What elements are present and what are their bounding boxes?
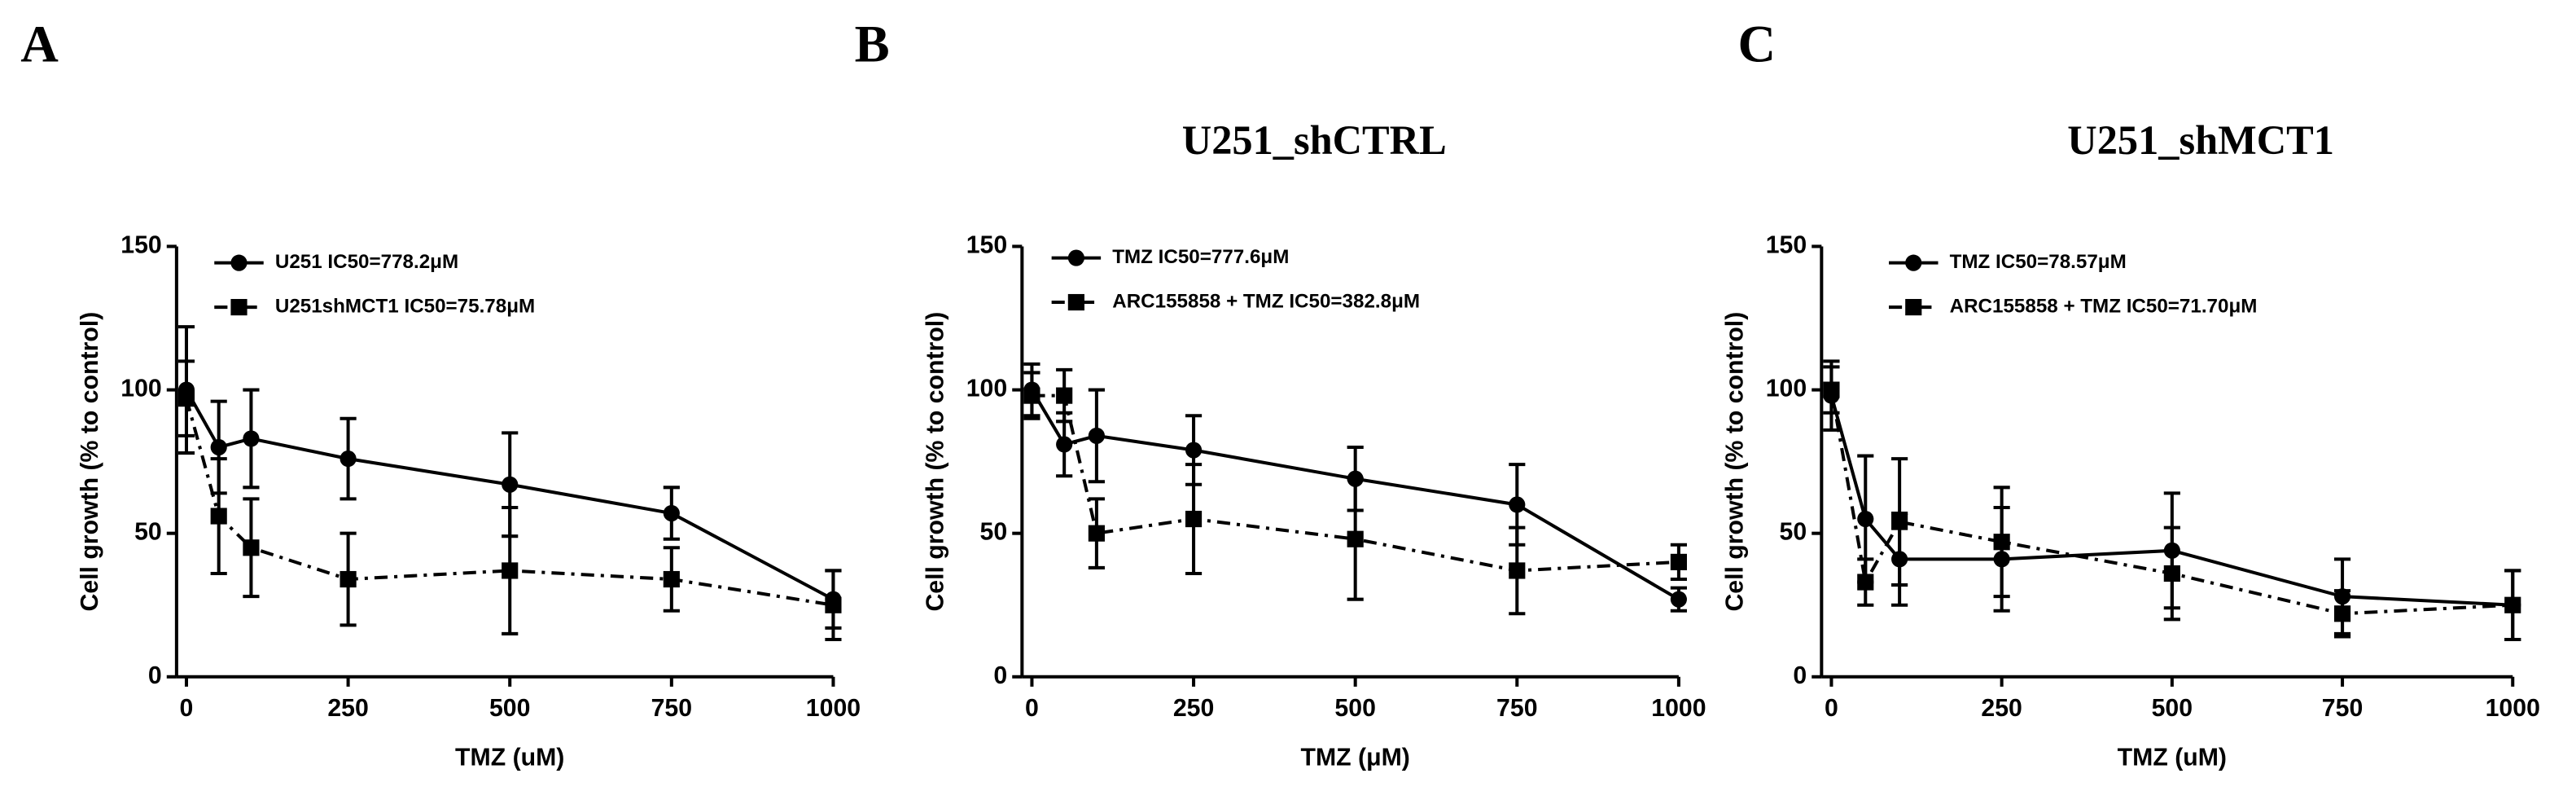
point (663, 504, 680, 522)
point (1670, 591, 1687, 608)
point (210, 508, 227, 525)
x-tick-label: 500 (1334, 695, 1375, 722)
legend-label: TMZ IC50=777.6μM (1112, 246, 1289, 268)
panel: A 0 50 100 150 0 250 500 750 1000 TMZ (uM) Cell gro… (20, 15, 861, 771)
panel-title: U251_shCTRL (1182, 117, 1447, 163)
point (1509, 496, 1526, 513)
point (2504, 596, 2521, 613)
point (1857, 574, 1874, 591)
point (340, 451, 357, 468)
x-tick-label: 1000 (806, 695, 861, 722)
x-tick-label: 0 (180, 695, 194, 722)
x-tick-label: 750 (2322, 695, 2363, 722)
point (1993, 534, 2010, 551)
point (210, 438, 227, 456)
x-axis-label: TMZ (uM) (455, 745, 564, 771)
panel-title: U251_shMCT1 (2067, 117, 2334, 163)
y-axis-label: Cell growth (% to control) (1721, 312, 1748, 612)
x-tick-label: 250 (327, 695, 368, 722)
legend-label: U251 IC50=778.2μM (275, 251, 458, 273)
x-axis-label: TMZ (μM) (1301, 745, 1410, 771)
y-tick-label: 150 (966, 231, 1007, 258)
x-axis-label: TMZ (uM) (2118, 745, 2227, 771)
point (825, 596, 842, 613)
legend-label: TMZ IC50=78.57μM (1950, 251, 2127, 273)
panel: B U251_shCTRL 0 50 100 150 0 250 500 750 1000 TMZ (… (855, 15, 1706, 771)
x-tick-label: 500 (489, 695, 530, 722)
y-axis-label: Cell growth (% to control) (77, 312, 103, 612)
legend-marker (230, 254, 248, 271)
x-tick-label: 0 (1825, 695, 1838, 722)
x-tick-label: 250 (1173, 695, 1214, 722)
y-tick-label: 100 (120, 376, 161, 402)
y-tick-label: 0 (1793, 662, 1807, 689)
point (2163, 565, 2180, 582)
y-tick-label: 150 (1766, 231, 1807, 258)
y-axis-label: Cell growth (% to control) (922, 312, 948, 612)
legend-label: ARC155858 + TMZ IC50=71.70μM (1950, 295, 2258, 317)
point (1056, 436, 1073, 453)
legend-marker (1067, 293, 1084, 311)
legend-label: U251shMCT1 IC50=75.78μM (275, 295, 535, 317)
legend-marker (230, 298, 248, 316)
point (1857, 510, 1874, 528)
point (177, 390, 195, 407)
point (1347, 530, 1364, 547)
x-tick-label: 1000 (1651, 695, 1706, 722)
point (340, 570, 357, 588)
point (1891, 513, 1908, 530)
point (502, 476, 519, 493)
panel: C U251_shMCT1 0 50 100 150 0 250 500 750 1000 TMZ (… (1721, 15, 2539, 771)
y-tick-label: 50 (1780, 519, 1807, 546)
point (1509, 562, 1526, 579)
legend-label: ARC155858 + TMZ IC50=382.8μM (1112, 290, 1420, 312)
x-tick-label: 1000 (2486, 695, 2540, 722)
x-tick-label: 750 (651, 695, 692, 722)
panel-letter: A (20, 15, 59, 73)
point (1185, 510, 1203, 528)
panel-letter: B (855, 15, 890, 73)
legend-marker (1905, 254, 1922, 271)
point (1823, 381, 1840, 398)
y-tick-label: 100 (966, 376, 1007, 402)
point (1088, 427, 1105, 444)
x-tick-label: 0 (1025, 695, 1039, 722)
point (1056, 387, 1073, 404)
y-tick-label: 100 (1766, 376, 1807, 402)
point (663, 570, 680, 588)
point (1023, 387, 1040, 404)
x-tick-label: 250 (1981, 695, 2022, 722)
y-tick-label: 0 (148, 662, 162, 689)
point (1185, 442, 1203, 459)
y-tick-label: 150 (120, 231, 161, 258)
x-tick-label: 750 (1496, 695, 1537, 722)
panel-letter: C (1738, 15, 1776, 73)
point (243, 539, 260, 556)
legend-marker (1905, 298, 1922, 316)
point (2333, 605, 2351, 622)
point (502, 562, 519, 579)
y-tick-label: 50 (980, 519, 1008, 546)
y-tick-label: 0 (993, 662, 1007, 689)
point (243, 430, 260, 447)
legend-marker (1067, 249, 1084, 266)
point (1670, 553, 1687, 570)
point (1088, 525, 1105, 542)
x-tick-label: 500 (2152, 695, 2193, 722)
y-tick-label: 50 (134, 519, 162, 546)
